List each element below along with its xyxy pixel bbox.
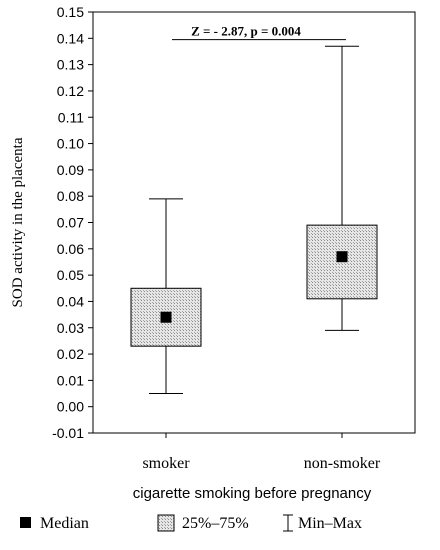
legend-box-label: 25%–75% <box>182 515 249 532</box>
y-axis-title: SOD activity in the placenta <box>10 137 26 307</box>
y-tick-label: 0.01 <box>57 372 84 388</box>
y-tick-label: 0.05 <box>57 267 84 283</box>
x-tick-label-non-smoker: non-smoker <box>304 455 381 472</box>
plot-frame <box>92 11 416 434</box>
boxes <box>130 45 378 395</box>
y-tick-label: 0.07 <box>57 215 84 231</box>
y-tick-label: 0.09 <box>57 162 84 178</box>
y-tick-label: 0.00 <box>57 399 84 415</box>
y-tick-label: 0.12 <box>57 83 84 99</box>
box-smoker <box>130 198 202 395</box>
y-tick-label: 0.14 <box>57 30 84 46</box>
x-axis-title: cigarette smoking before pregnancy <box>133 485 372 502</box>
legend-median-label: Median <box>40 515 89 532</box>
y-tick-label: 0.04 <box>57 293 84 309</box>
y-tick-label: -0.01 <box>52 425 84 441</box>
y-tick-label: 0.15 <box>57 4 84 20</box>
legend-whisker-icon <box>283 514 293 532</box>
legend: Median 25%–75% Min–Max <box>20 514 362 532</box>
median-marker <box>336 251 348 263</box>
y-tick-label: 0.06 <box>57 241 84 257</box>
box-non-smoker <box>306 45 378 331</box>
x-tick-label-smoker: smoker <box>142 455 190 472</box>
y-tick-label: 0.11 <box>58 109 84 125</box>
y-axis-ticks: -0.01 0.00 0.01 0.02 0.03 0.04 0.05 0.06 0.07 0.0… <box>52 4 343 441</box>
y-tick-label: 0.08 <box>57 188 84 204</box>
legend-median-marker <box>20 517 31 528</box>
legend-whisker-label: Min–Max <box>298 515 362 532</box>
y-tick-label: 0.03 <box>57 320 84 336</box>
y-tick-label: 0.02 <box>57 346 84 362</box>
y-tick-label: 0.10 <box>57 136 84 152</box>
significance-annotation: Z = - 2.87, p = 0.004 <box>191 24 301 39</box>
y-tick-label: 0.13 <box>57 57 84 73</box>
median-marker <box>160 311 172 323</box>
legend-box-swatch <box>157 514 175 532</box>
